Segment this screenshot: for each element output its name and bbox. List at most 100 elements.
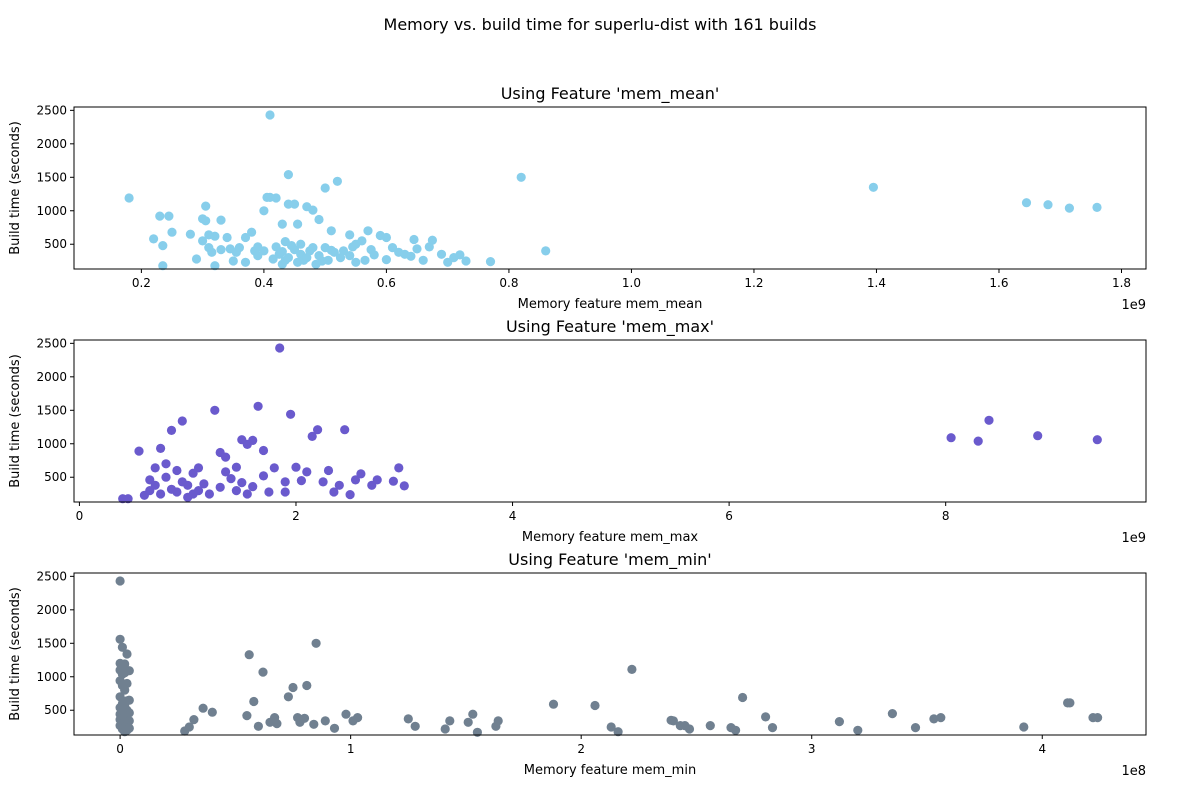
x-tick-label: 1.8	[1112, 276, 1131, 290]
data-point	[283, 253, 293, 263]
data-point	[761, 712, 771, 722]
data-point	[946, 433, 956, 443]
data-point	[283, 692, 293, 702]
data-point	[296, 239, 306, 249]
axes-frame	[73, 106, 1147, 270]
data-point	[353, 713, 363, 723]
y-tick-label: 2000	[36, 137, 67, 151]
data-point	[360, 255, 370, 265]
data-point	[248, 435, 258, 445]
data-point	[1064, 203, 1074, 213]
data-point	[221, 452, 231, 462]
y-tick-label: 1000	[36, 437, 67, 451]
data-point	[259, 246, 269, 256]
data-point	[302, 680, 312, 691]
data-point	[485, 257, 496, 267]
data-point	[198, 703, 208, 713]
data-point	[1092, 202, 1102, 212]
data-point	[150, 463, 160, 473]
data-point	[296, 476, 306, 486]
data-point	[164, 211, 174, 221]
x-tick-label: 0.4	[254, 276, 273, 290]
data-point	[172, 465, 182, 476]
data-point	[117, 642, 127, 652]
data-point	[115, 634, 125, 644]
data-point	[329, 247, 339, 257]
data-point	[248, 482, 258, 492]
data-point	[283, 170, 293, 180]
x-tick-label: 2	[577, 742, 585, 756]
data-point	[247, 227, 257, 237]
data-point	[123, 494, 133, 504]
data-point	[253, 721, 263, 731]
data-point	[210, 231, 220, 241]
data-point	[868, 182, 879, 192]
data-point	[357, 236, 367, 246]
x-offset-label: 1e8	[1121, 764, 1146, 779]
data-point	[216, 215, 226, 225]
data-point	[277, 247, 287, 257]
scatter-points	[118, 343, 1102, 504]
data-point	[242, 711, 252, 721]
data-point	[590, 700, 600, 711]
data-point	[332, 176, 342, 186]
data-point	[311, 638, 321, 648]
subplot-title: Using Feature 'mem_max'	[506, 317, 714, 337]
data-point	[231, 486, 241, 496]
y-tick-label: 500	[44, 237, 67, 251]
data-point	[122, 649, 132, 659]
data-point	[156, 489, 166, 499]
subplot-1: Using Feature 'mem_mean' 0.2 0.4 0.6 0.8 1.0 1…	[8, 84, 1147, 313]
data-point	[1033, 431, 1043, 441]
plots-container: Using Feature 'mem_mean' 0.2 0.4 0.6 0.8 1.0 1…	[8, 84, 1147, 779]
data-point	[418, 255, 428, 265]
data-point	[705, 721, 715, 731]
data-point	[606, 722, 616, 732]
data-point	[258, 667, 268, 677]
x-tick-label: 8	[942, 509, 950, 523]
data-point	[231, 462, 241, 472]
data-point	[1021, 198, 1032, 208]
data-point	[240, 257, 251, 267]
data-point	[183, 480, 193, 490]
data-point	[455, 250, 465, 260]
data-point	[201, 216, 211, 226]
data-point	[280, 487, 290, 497]
data-point	[409, 234, 419, 245]
data-point	[244, 650, 254, 660]
data-point	[172, 487, 182, 497]
data-point	[271, 193, 281, 203]
y-axis-label: Build time (seconds)	[8, 587, 23, 721]
x-tick-label: 0	[76, 509, 84, 523]
data-point	[259, 206, 269, 216]
subplot-title: Using Feature 'mem_min'	[508, 550, 711, 570]
y-tick-label: 2500	[36, 336, 67, 350]
data-point	[1092, 435, 1102, 445]
data-point	[207, 247, 217, 257]
data-point	[185, 229, 195, 239]
x-tick-label: 4	[1038, 742, 1046, 756]
data-point	[249, 696, 259, 707]
data-point	[115, 576, 125, 586]
data-point	[463, 717, 473, 727]
data-point	[381, 255, 391, 265]
axes-frame	[73, 339, 1147, 503]
y-tick-label: 1500	[36, 170, 67, 184]
data-point	[613, 727, 623, 737]
data-point	[318, 477, 328, 487]
scatter-points	[115, 576, 1103, 737]
data-point	[288, 682, 298, 693]
x-offset-label: 1e9	[1121, 531, 1146, 546]
data-point	[226, 474, 236, 484]
data-point	[299, 713, 310, 723]
data-point	[406, 251, 416, 261]
data-point	[372, 475, 382, 485]
data-point	[345, 230, 355, 240]
data-point	[264, 487, 274, 497]
data-point	[167, 227, 177, 237]
y-axis-label: Build time (seconds)	[8, 121, 23, 255]
data-point	[329, 723, 340, 733]
data-point	[973, 436, 983, 446]
x-tick-label: 1.6	[989, 276, 1008, 290]
